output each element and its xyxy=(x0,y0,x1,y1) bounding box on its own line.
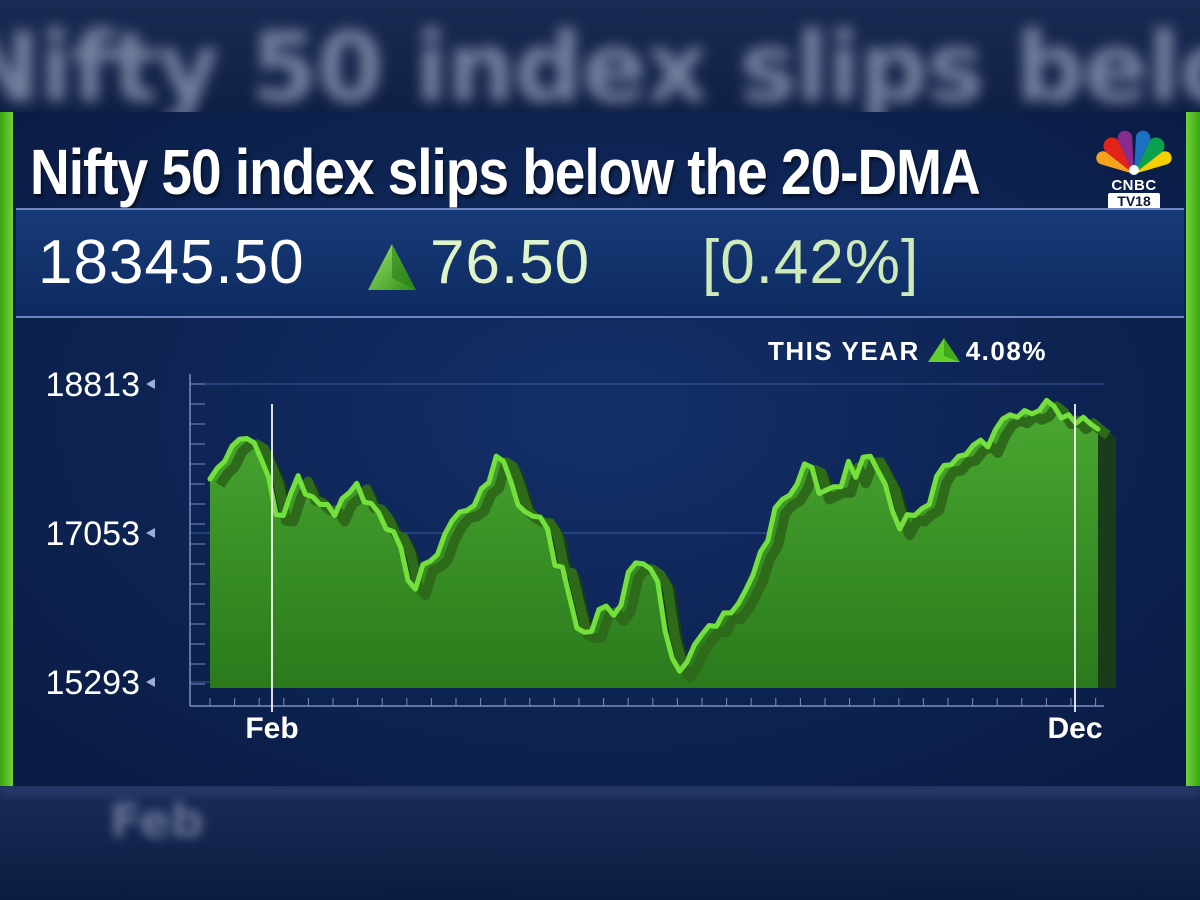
up-triangle-icon xyxy=(368,244,416,290)
index-change-pct: [0.42%] xyxy=(702,228,920,297)
panel-edge-right xyxy=(1186,112,1200,786)
axis-ticks xyxy=(146,379,1097,706)
background-ghost-label: Feb xyxy=(110,794,204,848)
peacock-icon xyxy=(1096,130,1172,175)
index-change: 76.50 xyxy=(430,228,591,297)
series-area-fill xyxy=(210,400,1098,688)
panel-edge-left xyxy=(0,112,13,786)
quote-bar: 18345.50 76.50 [0.42%] xyxy=(16,208,1184,318)
this-year-value: 4.08% xyxy=(965,336,1047,366)
logo-sub: TV18 xyxy=(1108,193,1160,209)
y-tick-marker-1 xyxy=(146,528,155,538)
this-year-indicator: THIS YEAR 4.08% xyxy=(768,336,1047,366)
logo-brand: CNBC xyxy=(1111,177,1157,194)
headline: Nifty 50 index slips below the 20-DMA xyxy=(30,136,981,208)
y-tick-marker-0 xyxy=(146,677,155,687)
y-tick-label-1: 17053 xyxy=(45,515,140,553)
nifty-area-chart: 15293 17053 18813 Feb Dec xyxy=(45,366,1116,745)
background-blur-top: Nifty 50 index slips below the 20-DMA xyxy=(0,0,1200,112)
up-triangle-small-icon xyxy=(927,338,960,362)
series-line xyxy=(207,397,1101,674)
this-year-label: THIS YEAR xyxy=(768,336,920,366)
index-value: 18345.50 xyxy=(38,228,305,297)
background-ghost-headline: Nifty 50 index slips below the 20-DMA xyxy=(0,12,1200,112)
y-tick-label-2: 18813 xyxy=(45,366,140,404)
cnbc-tv18-logo: CNBC TV18 xyxy=(1094,128,1174,220)
axis-labels: 15293 17053 18813 Feb Dec xyxy=(45,366,1102,745)
x-tick-label-0: Feb xyxy=(245,712,298,745)
series-area-group xyxy=(207,397,1116,712)
series-line-ribbon xyxy=(215,401,1111,683)
x-tick-label-1: Dec xyxy=(1047,712,1102,745)
background-ghost-line xyxy=(0,786,1200,796)
background-blur-bottom: Feb xyxy=(0,786,1200,900)
y-tick-label-0: 15293 xyxy=(45,664,140,702)
y-tick-marker-2 xyxy=(146,379,155,389)
